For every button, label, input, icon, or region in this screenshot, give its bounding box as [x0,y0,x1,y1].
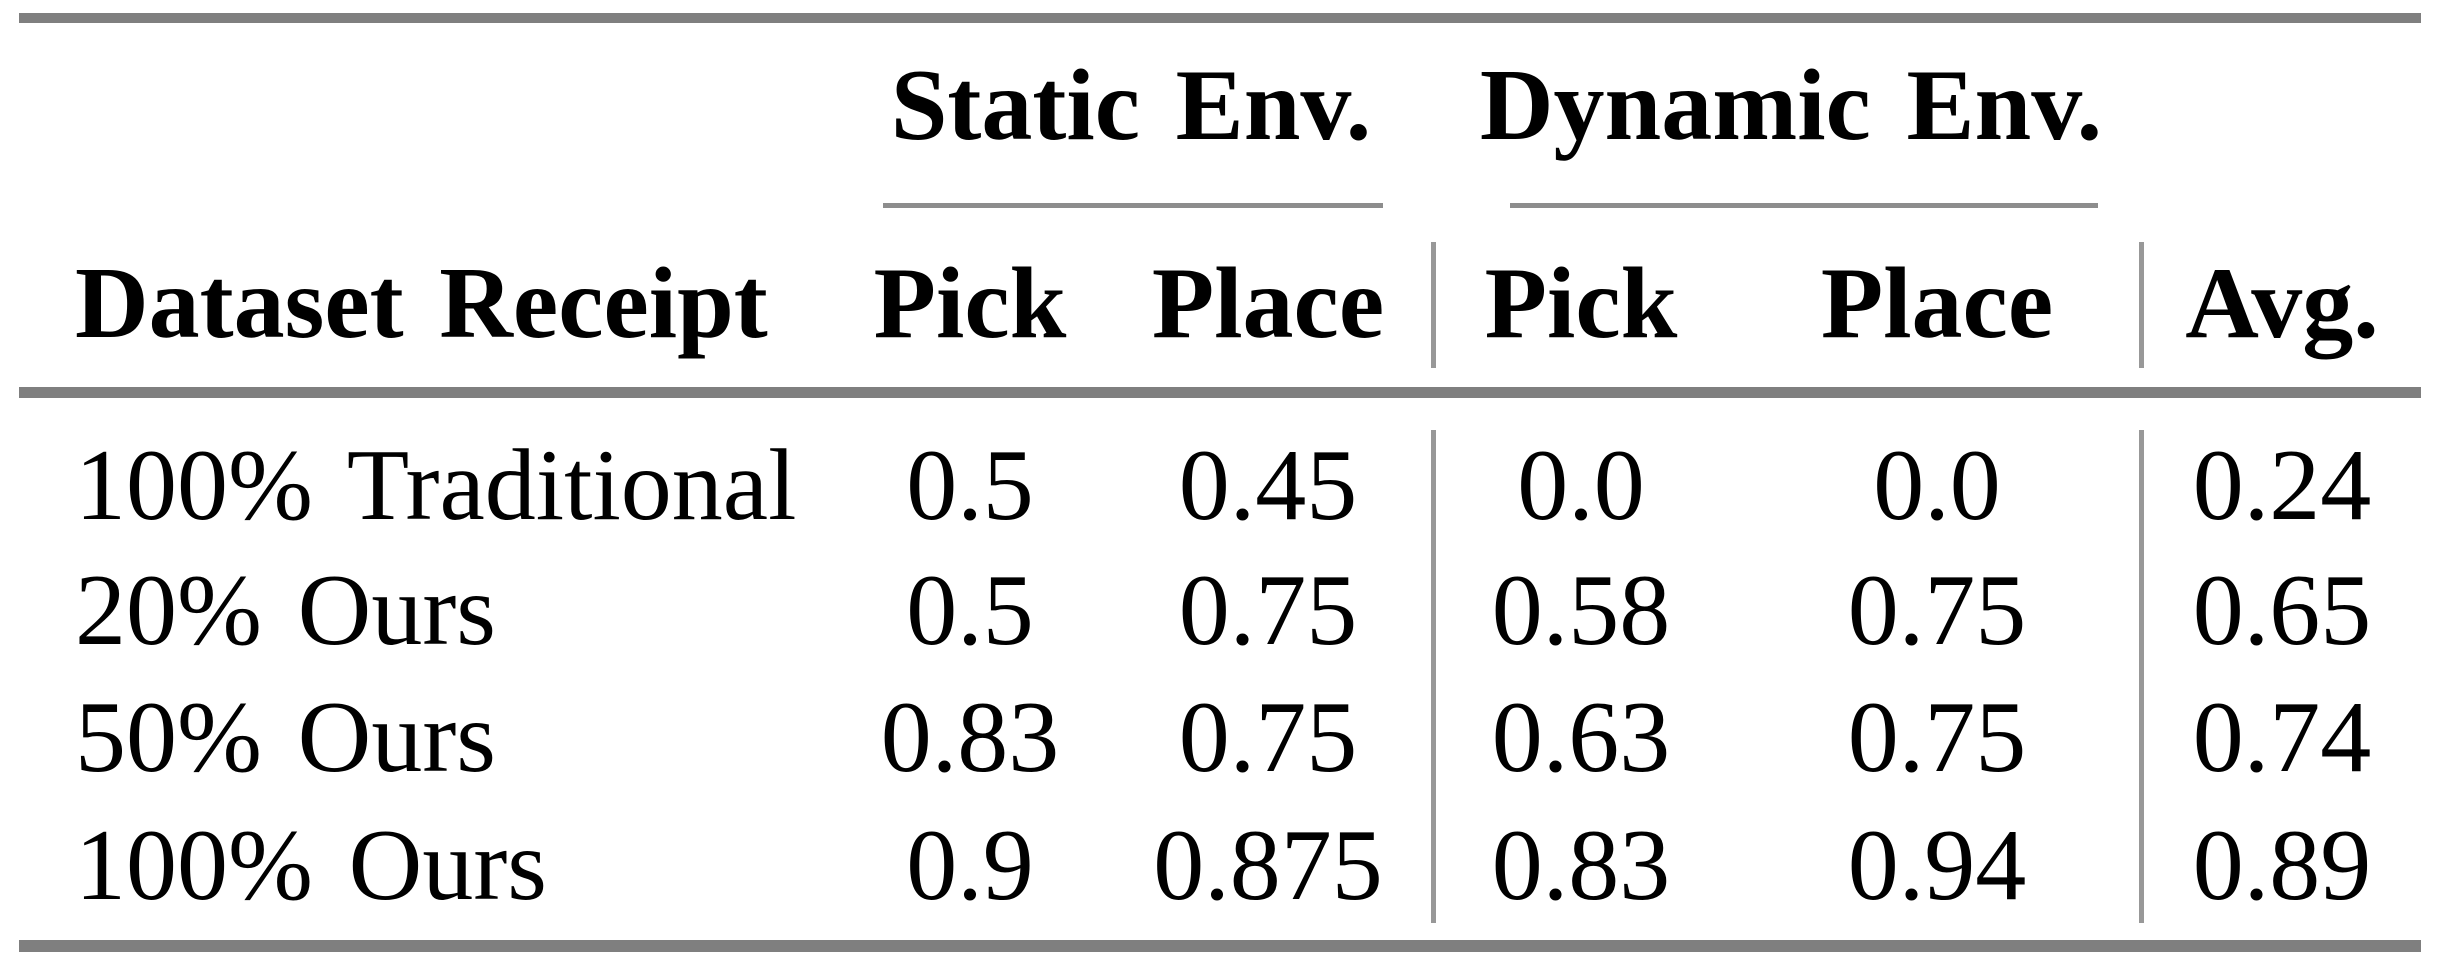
row3-dynamic-place: 0.75 [1847,681,2027,794]
row3-static-pick: 0.83 [880,681,1060,794]
row1-dynamic-pick: 0.0 [1517,429,1645,542]
row2-static-pick: 0.5 [906,554,1034,667]
col-header-avg: Avg. [2185,247,2379,360]
row3-label: 50% Ours [75,681,496,794]
row4-static-place: 0.875 [1153,809,1383,922]
top-rule [19,13,2421,23]
row1-label: 100% Traditional [75,429,797,542]
row4-label: 100% Ours [75,809,547,922]
col-header-dynamic-place: Place [1820,247,2054,360]
row1-avg: 0.24 [2192,429,2372,542]
row4-dynamic-pick: 0.83 [1491,809,1671,922]
divider-dynamic-body [1431,430,1436,923]
row2-label: 20% Ours [75,554,496,667]
row2-dynamic-pick: 0.58 [1491,554,1671,667]
col-header-static-pick: Pick [873,247,1067,360]
row4-avg: 0.89 [2192,809,2372,922]
header-midrule [19,387,2421,398]
group-header-dynamic-env: Dynamic Env. [1479,49,2103,162]
row3-static-place: 0.75 [1178,681,1358,794]
divider-avg-body [2139,430,2144,923]
group-header-static-env: Static Env. [890,49,1372,162]
row3-avg: 0.74 [2192,681,2372,794]
row2-static-place: 0.75 [1178,554,1358,667]
row2-avg: 0.65 [2192,554,2372,667]
row2-dynamic-place: 0.75 [1847,554,2027,667]
bottom-rule [19,940,2421,952]
col-header-dynamic-pick: Pick [1484,247,1678,360]
row1-dynamic-place: 0.0 [1873,429,2001,542]
row1-static-place: 0.45 [1178,429,1358,542]
static-env-cmidrule [883,203,1383,208]
row4-static-pick: 0.9 [906,809,1034,922]
row1-static-pick: 0.5 [906,429,1034,542]
col-header-static-place: Place [1151,247,1385,360]
col-header-dataset-receipt: Dataset Receipt [75,247,768,360]
row3-dynamic-pick: 0.63 [1491,681,1671,794]
dynamic-env-cmidrule [1510,203,2098,208]
divider-avg-header [2139,242,2144,368]
divider-dynamic-header [1431,242,1436,368]
row4-dynamic-place: 0.94 [1847,809,2027,922]
